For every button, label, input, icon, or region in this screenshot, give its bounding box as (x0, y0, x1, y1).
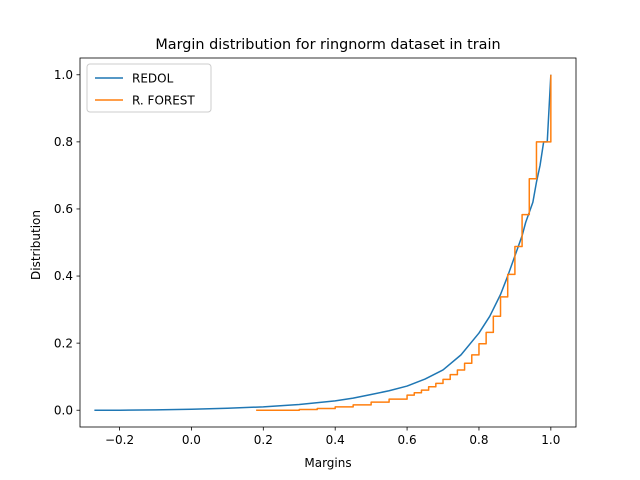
chart-title: Margin distribution for ringnorm dataset… (155, 37, 500, 53)
legend: REDOL R. FOREST (86, 63, 212, 113)
x-tick-label: 0.4 (326, 433, 345, 447)
y-tick-label: 0.8 (54, 135, 73, 149)
y-tick-label: 0.4 (54, 269, 73, 283)
ticks-layer: −0.2 0.0 0.2 0.4 0.6 0.8 1.0 0.0 0.2 0.4 0.6 0.8 1.0 (54, 68, 560, 447)
y-axis-label: Distribution (29, 210, 43, 280)
x-tick-label: −0.2 (105, 433, 134, 447)
x-tick-label: 0.2 (254, 433, 273, 447)
series-line-0 (94, 74, 552, 411)
plot-frame (79, 57, 577, 428)
y-tick-label: 0.0 (54, 403, 73, 417)
legend-label: REDOL (132, 71, 174, 85)
y-tick-label: 0.2 (54, 336, 73, 350)
x-tick-label: 0.6 (398, 433, 417, 447)
x-tick-label: 0.8 (469, 433, 488, 447)
x-axis-label: Margins (304, 456, 351, 470)
x-tick-label: 0.0 (182, 433, 201, 447)
y-tick-label: 0.6 (54, 202, 73, 216)
series-layer (94, 74, 552, 411)
y-tick-label: 1.0 (54, 68, 73, 82)
legend-label: R. FOREST (132, 93, 195, 107)
series-line-1 (256, 74, 552, 411)
x-tick-label: 1.0 (541, 433, 560, 447)
